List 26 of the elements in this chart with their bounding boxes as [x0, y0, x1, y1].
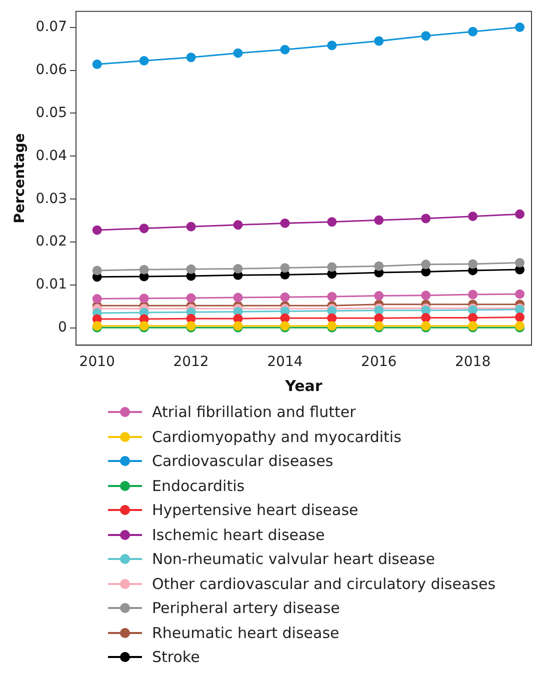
y-axis-title: Percentage	[12, 133, 28, 224]
legend-label: Cardiovascular diseases	[152, 452, 334, 470]
y-tick-label: 0.05	[36, 104, 67, 121]
x-tick-label: 2014	[267, 354, 303, 370]
legend-label: Peripheral artery disease	[152, 599, 340, 618]
y-tick-label: 0.06	[36, 62, 68, 78]
legend-label: Stroke	[152, 648, 200, 666]
y-tick-label: 0.01	[36, 276, 67, 293]
x-axis-title: Year	[284, 376, 323, 395]
x-tick-label: 2016	[361, 354, 397, 370]
legend-label: Non-rheumatic valvular heart disease	[152, 550, 435, 568]
x-tick-label: 2012	[173, 354, 209, 370]
x-tick-label: 2018	[454, 354, 491, 370]
legend-label: Ischemic heart disease	[152, 526, 325, 544]
legend-label: Other cardiovascular and circulatory diseases	[152, 574, 496, 593]
x-tick-label: 2010	[79, 354, 115, 370]
legend-label: Hypertensive heart disease	[152, 501, 358, 520]
y-tick-label: 0	[58, 320, 67, 336]
y-tick-label: 0.03	[36, 190, 67, 207]
legend-label: Endocarditis	[152, 476, 245, 495]
y-tick-label: 0.04	[36, 148, 68, 164]
legend-label: Rheumatic heart disease	[152, 624, 340, 642]
y-tick-label: 0.02	[36, 234, 67, 250]
legend-label: Cardiomyopathy and myocarditis	[152, 428, 402, 446]
legend-label: Atrial fibrillation and flutter	[152, 403, 356, 422]
y-tick-label: 0.07	[36, 18, 67, 35]
